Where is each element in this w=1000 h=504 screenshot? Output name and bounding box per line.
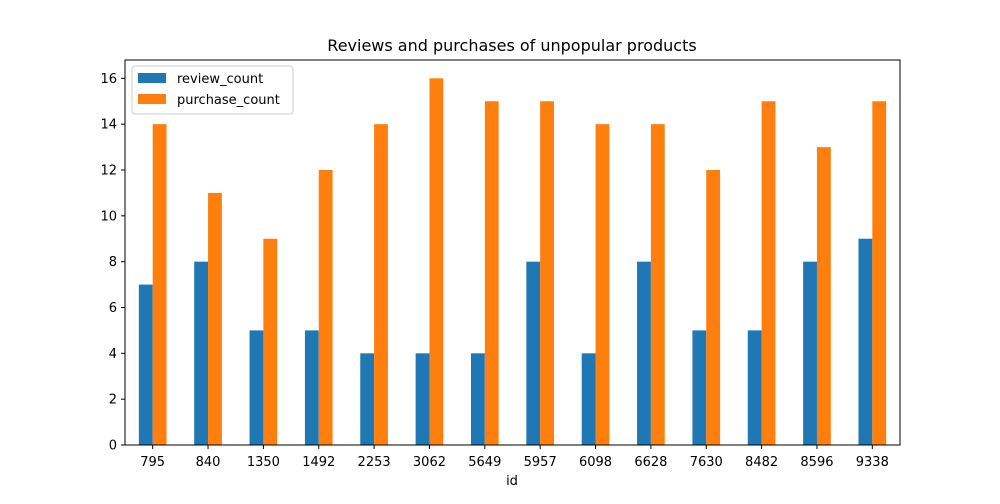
bar-review-count-5957 [526, 261, 541, 445]
bar-review-count-3062 [415, 353, 430, 445]
bar-review-count-1492 [304, 330, 319, 445]
x-tick-label: 2253 [358, 455, 391, 470]
bar-purchase-count-6628 [650, 124, 665, 446]
plot-frame [124, 59, 901, 446]
y-tick-label: 2 [109, 393, 117, 408]
x-tick-label: 6628 [634, 455, 667, 470]
bar-purchase-count-3062 [429, 78, 444, 445]
x-tick-label: 9338 [856, 455, 889, 470]
bars-layer [138, 78, 887, 446]
bar-review-count-2253 [360, 353, 375, 445]
x-tick-label: 1350 [247, 455, 280, 470]
x-axis-label: id [506, 474, 518, 489]
bar-purchase-count-840 [208, 192, 222, 445]
y-tick-label: 4 [109, 347, 117, 362]
legend-swatch-review-count [138, 73, 166, 83]
bar-review-count-8596 [803, 261, 817, 445]
x-tick-label: 7630 [690, 455, 723, 470]
bar-review-count-1350 [249, 330, 264, 445]
bar-review-count-6628 [637, 261, 651, 445]
y-tick-label: 12 [100, 164, 117, 179]
bar-review-count-9338 [858, 238, 873, 445]
bar-purchase-count-8482 [761, 101, 776, 445]
x-tick-label: 795 [140, 455, 165, 470]
bar-purchase-count-5649 [484, 101, 499, 445]
x-axis: 795 840 1350 1492 2253 3062 5649 5957 6098 6628 76… [140, 445, 889, 470]
bar-purchase-count-8596 [816, 147, 831, 446]
bar-purchase-count-795 [152, 124, 167, 446]
y-tick-label: 14 [100, 118, 117, 133]
y-tick-label: 10 [100, 209, 117, 224]
y-axis: 0 2 4 6 8 10 12 14 16 [100, 72, 125, 454]
x-tick-label: 8596 [800, 455, 833, 470]
bar-review-count-840 [194, 261, 209, 445]
bar-purchase-count-1492 [318, 170, 333, 445]
bar-review-count-795 [138, 284, 153, 445]
legend: review_count purchase_count [131, 65, 294, 115]
y-tick-label: 8 [109, 255, 117, 270]
bar-review-count-8482 [747, 330, 762, 445]
legend-label-purchase-count: purchase_count [177, 93, 280, 108]
x-tick-label: 5957 [524, 455, 557, 470]
y-tick-label: 0 [109, 439, 117, 454]
x-tick-label: 6098 [579, 455, 612, 470]
x-tick-label: 8482 [745, 455, 778, 470]
bar-purchase-count-1350 [263, 238, 278, 445]
legend-swatch-purchase-count [138, 94, 166, 104]
x-tick-label: 1492 [302, 455, 335, 470]
bar-review-count-7630 [692, 330, 707, 445]
x-tick-label: 3062 [413, 455, 446, 470]
bar-purchase-count-7630 [706, 170, 721, 445]
bar-purchase-count-5957 [540, 101, 555, 445]
bar-purchase-count-2253 [374, 124, 388, 446]
y-tick-label: 6 [109, 301, 117, 316]
chart-title: Reviews and purchases of unpopular produ… [327, 36, 696, 55]
legend-label-review-count: review_count [177, 72, 263, 87]
bar-purchase-count-9338 [872, 101, 887, 445]
y-tick-label: 16 [100, 72, 117, 87]
x-tick-label: 840 [196, 455, 221, 470]
bar-review-count-6098 [581, 353, 596, 445]
bar-review-count-5649 [470, 353, 485, 445]
x-tick-label: 5649 [468, 455, 501, 470]
bar-purchase-count-6098 [595, 124, 610, 446]
legend-box [131, 65, 294, 115]
